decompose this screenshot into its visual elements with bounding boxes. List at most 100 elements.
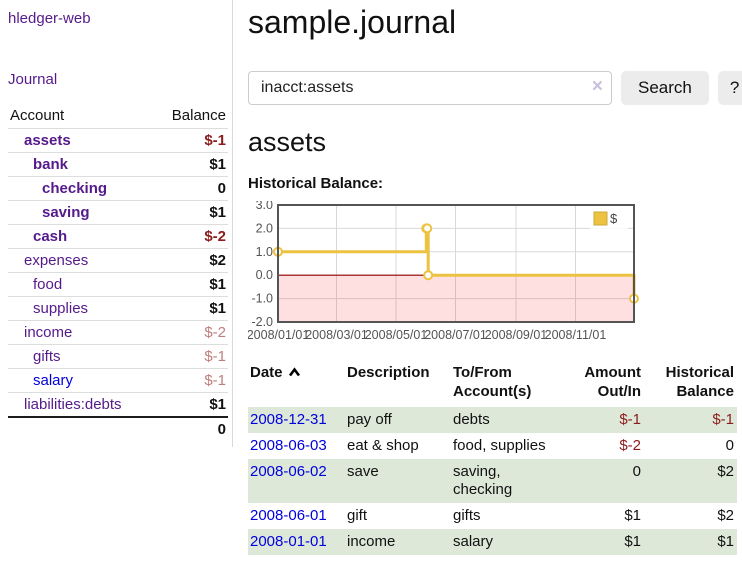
transaction-description: income (347, 533, 396, 550)
svg-text:2008/01/01: 2008/01/01 (248, 328, 309, 342)
account-heading: assets (248, 127, 327, 157)
account-link[interactable]: supplies (33, 300, 89, 317)
svg-text:2008/09/01: 2008/09/01 (485, 328, 548, 342)
account-link[interactable]: income (24, 324, 73, 341)
account-row: income $-2 (8, 320, 228, 345)
account-balance: $1 (154, 272, 228, 297)
accounts-table: Account Balance assets $-1 bank $1 check… (8, 104, 228, 441)
svg-text:3.0: 3.0 (256, 201, 273, 212)
svg-text:2.0: 2.0 (256, 221, 273, 235)
account-row: food $1 (8, 272, 228, 297)
transaction-balance: $-1 (712, 411, 734, 428)
accounts-column-balance: Balance (171, 107, 226, 124)
svg-text:2008/05/01: 2008/05/01 (365, 328, 428, 342)
account-row: expenses $2 (8, 248, 228, 273)
sidebar-item-journal[interactable]: Journal (8, 71, 58, 88)
transaction-accounts: gifts (453, 507, 481, 524)
transaction-accounts: saving, checking (453, 463, 513, 498)
register-column-date[interactable]: Date (248, 361, 345, 407)
svg-text:2008/11/01: 2008/11/01 (545, 328, 607, 342)
transaction-balance: $2 (717, 463, 734, 480)
svg-text:-1.0: -1.0 (251, 292, 273, 306)
account-row: checking 0 (8, 176, 228, 201)
transaction-amount: $1 (624, 507, 641, 524)
account-balance: $1 (154, 200, 228, 225)
register-column-balance: Historical Balance (665, 364, 734, 400)
account-row: gifts $-1 (8, 344, 228, 369)
account-row: cash $-2 (8, 224, 228, 249)
main-content: sample.journal × Search ? assets Histori… (248, 0, 742, 555)
svg-text:2008/07/01: 2008/07/01 (424, 328, 487, 342)
account-balance: 0 (154, 176, 228, 201)
search-input-wrap: × (248, 71, 612, 105)
account-link[interactable]: gifts (33, 348, 61, 365)
register-column-description: Description (347, 364, 430, 381)
transaction-date-link[interactable]: 2008-06-02 (250, 463, 327, 480)
transaction-accounts: food, supplies (453, 437, 546, 454)
search-help-button[interactable]: ? (717, 71, 742, 105)
transaction-date-link[interactable]: 2008-12-31 (250, 411, 327, 428)
transaction-date-link[interactable]: 2008-01-01 (250, 533, 327, 550)
svg-text:$: $ (610, 211, 618, 226)
register-body: 2008-12-31 pay off debts $-1 $-1 2008-06… (248, 407, 737, 555)
register-column-accounts: To/From Account(s) (453, 364, 532, 400)
transaction-amount: $-2 (619, 437, 641, 454)
account-link[interactable]: cash (33, 228, 68, 245)
account-link[interactable]: checking (42, 180, 108, 197)
sort-ascending-icon (288, 364, 301, 383)
svg-text:1.0: 1.0 (256, 245, 273, 259)
account-row: saving $1 (8, 200, 228, 225)
transaction-balance: 0 (725, 437, 734, 454)
account-balance: $1 (154, 392, 228, 417)
transaction-row[interactable]: 2008-06-03 eat & shop food, supplies $-2… (248, 433, 737, 459)
account-balance: $-1 (154, 128, 228, 153)
account-row: supplies $1 (8, 296, 228, 321)
account-balance: $1 (154, 152, 228, 177)
transaction-balance: $2 (717, 507, 734, 524)
transaction-accounts: debts (453, 411, 490, 428)
account-link[interactable]: liabilities:debts (24, 396, 122, 413)
account-balance: $-2 (154, 224, 228, 249)
account-link[interactable]: expenses (24, 252, 89, 269)
register-column-amount: Amount Out/In (584, 364, 641, 400)
svg-text:2008/03/01: 2008/03/01 (305, 328, 368, 342)
transaction-accounts: salary (453, 533, 494, 550)
account-row: assets $-1 (8, 128, 228, 153)
register-header-row: Date Description To/From Account(s) Amou… (248, 361, 737, 407)
clear-search-icon[interactable]: × (591, 76, 603, 97)
account-link[interactable]: food (33, 276, 63, 293)
account-link[interactable]: salary (33, 372, 74, 389)
transaction-description: eat & shop (347, 437, 419, 454)
account-balance: $-2 (154, 320, 228, 345)
search-button[interactable]: Search (621, 71, 709, 105)
transaction-row[interactable]: 2008-06-02 save saving, checking 0 $2 (248, 459, 737, 503)
accounts-header-row: Account Balance (8, 104, 228, 129)
historical-balance-chart[interactable]: $3.0 2.0 1.0 0.0 -1.0 -2.0 2008/01/01 2008/03/0… (248, 201, 740, 348)
account-link[interactable]: assets (24, 132, 71, 149)
account-row: liabilities:debts $1 (8, 392, 228, 417)
transaction-row[interactable]: 2008-06-01 gift gifts $1 $2 (248, 503, 737, 529)
transaction-row[interactable]: 2008-12-31 pay off debts $-1 $-1 (248, 407, 737, 433)
accounts-total-row: 0 (8, 416, 228, 441)
page-title: sample.journal (248, 4, 457, 40)
search-input[interactable] (248, 71, 612, 105)
account-balance: $-1 (154, 344, 228, 369)
accounts-body: assets $-1 bank $1 checking 0 saving $1 … (8, 128, 228, 417)
accounts-column-account: Account (10, 107, 65, 124)
account-balance: $2 (154, 248, 228, 273)
svg-text:0.0: 0.0 (256, 268, 273, 282)
transaction-description: gift (347, 507, 368, 524)
transaction-description: save (347, 463, 379, 480)
account-link[interactable]: bank (33, 156, 69, 173)
transaction-date-link[interactable]: 2008-06-03 (250, 437, 327, 454)
transaction-date-link[interactable]: 2008-06-01 (250, 507, 327, 524)
brand-link[interactable]: hledger-web (8, 10, 91, 27)
transaction-amount: $-1 (619, 411, 641, 428)
account-balance: $-1 (154, 368, 228, 393)
svg-text:-2.0: -2.0 (251, 315, 273, 329)
transaction-row[interactable]: 2008-01-01 income salary $1 $1 (248, 529, 737, 555)
transaction-description: pay off (347, 411, 392, 428)
transaction-balance: $1 (717, 533, 734, 550)
account-link[interactable]: saving (42, 204, 90, 221)
register-table: Date Description To/From Account(s) Amou… (248, 361, 737, 555)
